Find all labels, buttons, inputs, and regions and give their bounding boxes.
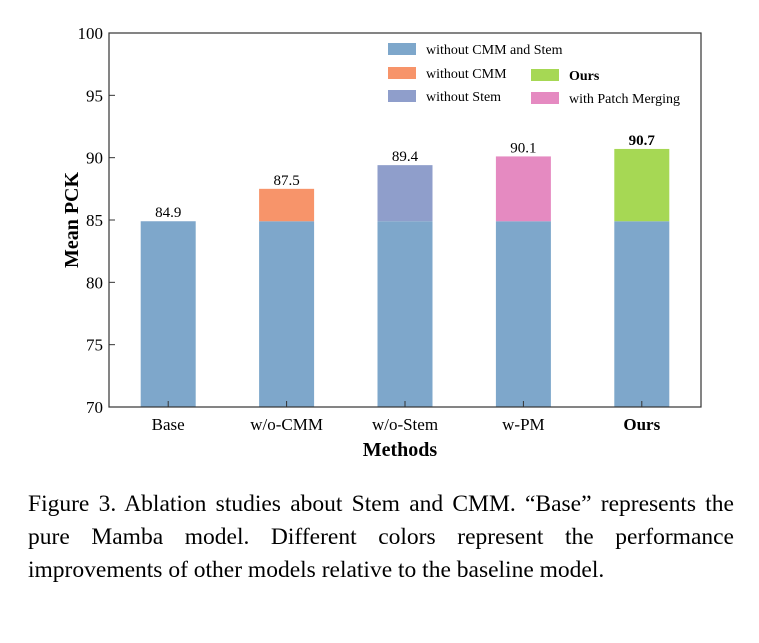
x-tick-label: w/o-Stem xyxy=(372,415,438,434)
legend-label: with Patch Merging xyxy=(569,92,680,107)
y-tick-label: 85 xyxy=(86,211,103,230)
x-axis: Base w/o-CMM w/o-Stem w-PM Ours xyxy=(152,401,661,434)
y-tick-label: 80 xyxy=(86,273,103,292)
x-tick-label: w/o-CMM xyxy=(250,415,323,434)
bar-segment-w-o-stem-2 xyxy=(377,165,433,222)
caption-label: Figure 3. xyxy=(28,491,117,517)
legend-swatch xyxy=(388,43,416,55)
bar-segment-w-o-cmm-0 xyxy=(259,221,315,407)
legend-label: without CMM and Stem xyxy=(426,43,563,58)
bar-segment-w-o-stem-0 xyxy=(377,221,433,407)
legend: without CMM and Stem without CMM Ours witho… xyxy=(388,43,680,107)
x-tick-label: Ours xyxy=(623,415,660,434)
bars-group xyxy=(140,148,670,407)
x-tick-label: w-PM xyxy=(502,415,545,434)
bar-segment-w-o-cmm-1 xyxy=(259,188,315,222)
bar-segment-base-0 xyxy=(140,221,196,407)
y-axis-title: Mean PCK xyxy=(61,172,83,269)
y-tick-label: 90 xyxy=(86,149,103,168)
legend-swatch xyxy=(388,90,416,102)
y-tick-label: 95 xyxy=(86,86,103,105)
ablation-bar-chart: 70 75 80 85 90 95 100 Base w/o-CMM w/o-Stem w-PM O… xyxy=(61,24,702,461)
legend-label: Ours xyxy=(569,69,600,84)
bar-segment-ours-0 xyxy=(614,221,670,407)
x-tick-label: Base xyxy=(152,415,185,434)
legend-swatch xyxy=(531,69,559,81)
bar-segment-w-pm-3 xyxy=(495,156,551,222)
value-labels: 84.9 87.5 89.4 90.1 90.7 xyxy=(155,133,655,221)
bar-segment-ours-4 xyxy=(614,148,670,222)
legend-swatch xyxy=(531,92,559,104)
value-label: 84.9 xyxy=(155,205,181,221)
figure-caption: Figure 3. Ablation studies about Stem an… xyxy=(28,488,734,587)
y-tick-label: 70 xyxy=(86,398,103,417)
legend-label: without CMM xyxy=(426,67,507,82)
y-tick-label: 100 xyxy=(78,24,104,43)
value-label: 89.4 xyxy=(392,149,419,165)
legend-label: without Stem xyxy=(426,90,501,105)
y-tick-label: 75 xyxy=(86,336,103,355)
value-label: 90.7 xyxy=(629,133,656,149)
bar-segment-w-pm-0 xyxy=(495,221,551,407)
value-label: 90.1 xyxy=(510,140,536,156)
x-axis-title: Methods xyxy=(363,439,438,461)
value-label: 87.5 xyxy=(273,173,299,189)
legend-swatch xyxy=(388,67,416,79)
caption-text: Ablation studies about Stem and CMM. “Ba… xyxy=(28,491,734,583)
y-axis: 70 75 80 85 90 95 100 xyxy=(78,24,115,417)
